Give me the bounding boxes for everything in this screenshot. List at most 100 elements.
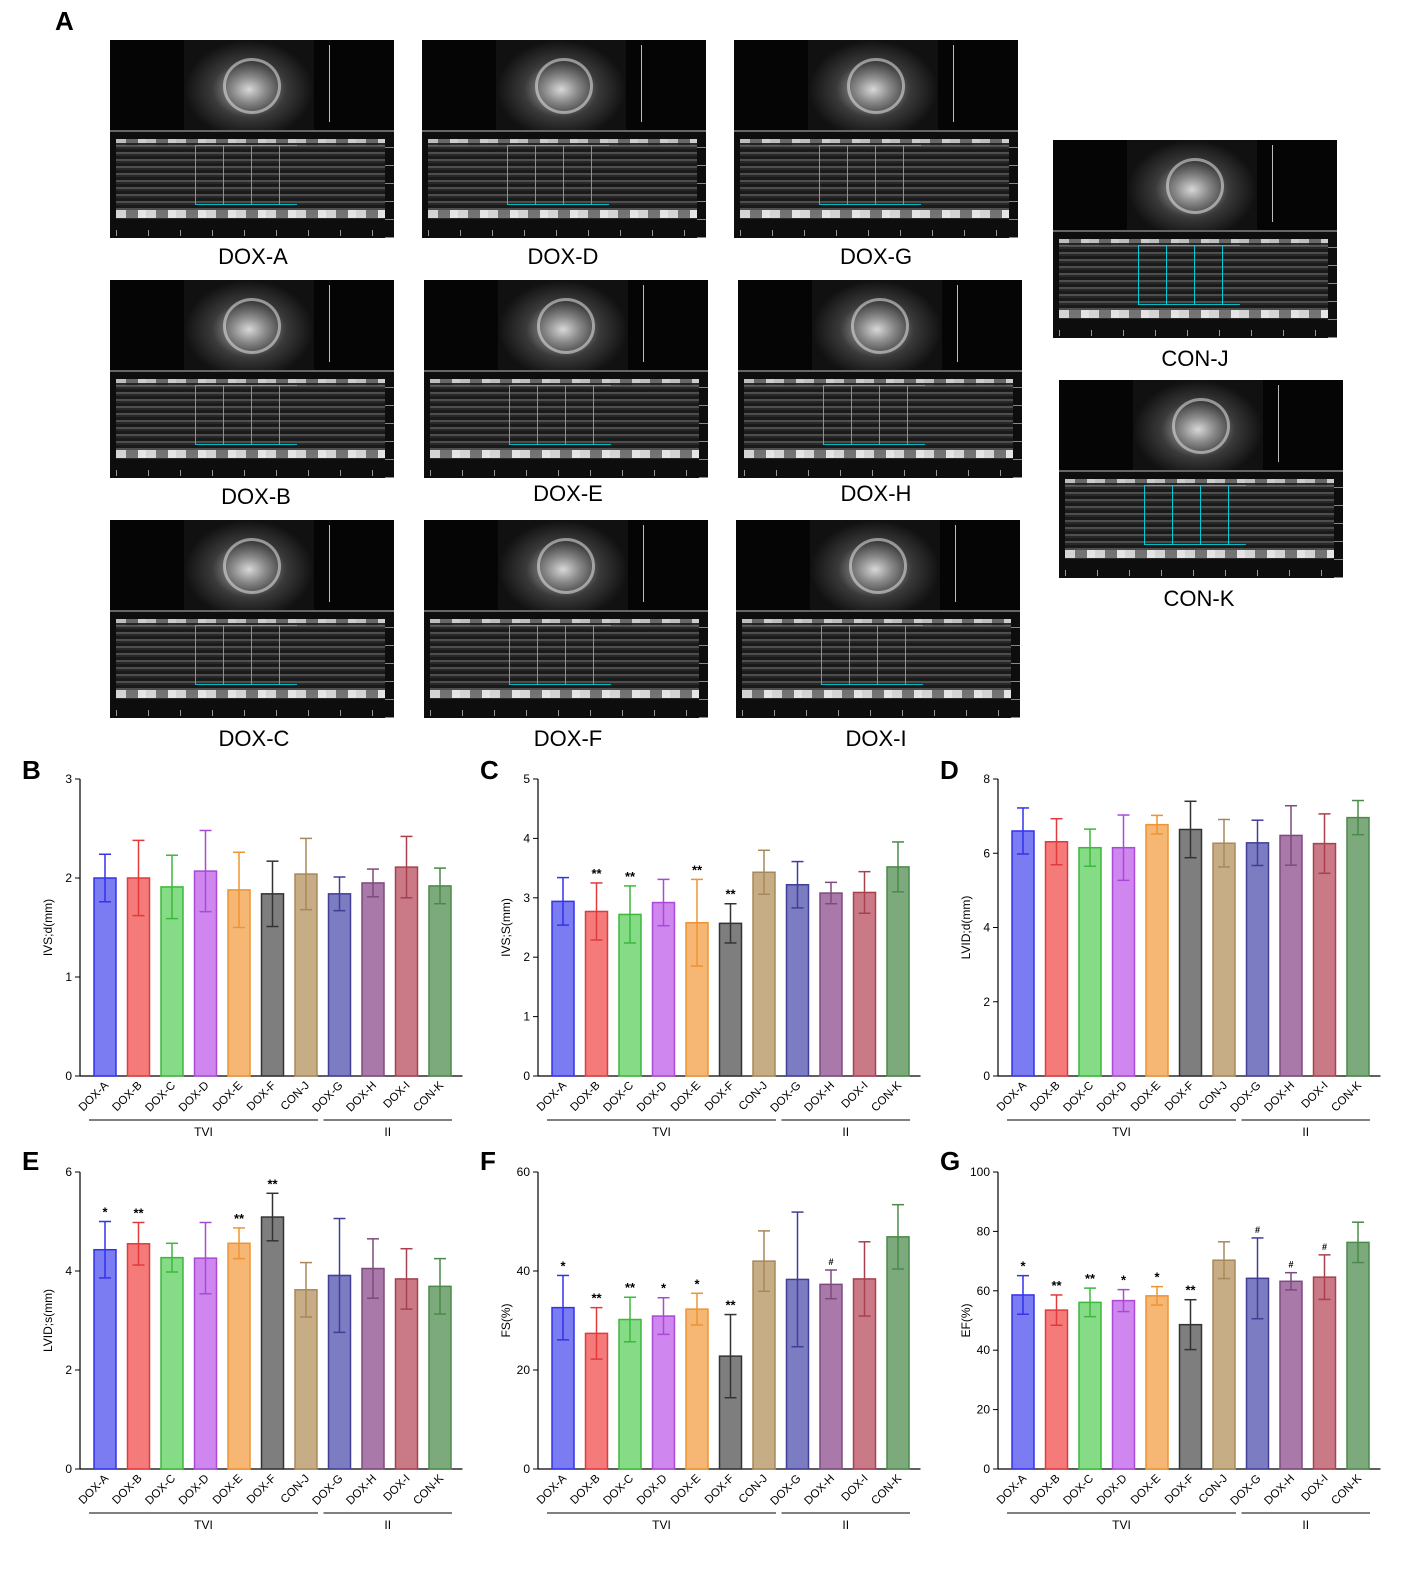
y-axis-label: EF(%): [959, 1304, 973, 1338]
echo-image-label: DOX-B: [221, 484, 291, 509]
y-axis-label: IVS;d(mm): [41, 899, 55, 956]
significance-marker: **: [725, 1298, 736, 1313]
echo-image: [422, 40, 706, 238]
significance-marker: **: [692, 862, 703, 877]
x-tick-label: DOX-D: [177, 1080, 212, 1115]
significance-marker: **: [1051, 1278, 1062, 1293]
y-tick-label: 0: [523, 1462, 530, 1476]
x-tick-label: DOX-A: [535, 1079, 569, 1113]
y-tick-label: 0: [65, 1069, 72, 1083]
bar: [260, 1216, 285, 1470]
x-tick-label: DOX-G: [1228, 1473, 1263, 1508]
bar: [551, 900, 575, 1077]
bar: [1111, 846, 1136, 1077]
bar: [1011, 830, 1035, 1077]
significance-marker: **: [725, 887, 736, 902]
bar: [651, 1315, 676, 1470]
x-tick-label: DOX-D: [635, 1473, 670, 1508]
significance-marker: *: [560, 1258, 566, 1273]
x-tick-label: DOX-G: [768, 1473, 803, 1508]
significance-marker: *: [1154, 1270, 1160, 1285]
echo-image-label: CON-K: [1163, 586, 1235, 611]
echo-image: [734, 40, 1018, 238]
y-axis-label: LVID;s(mm): [41, 1289, 55, 1352]
group-label: TVI: [1112, 1518, 1131, 1532]
bar: [785, 883, 810, 1077]
echo-image-label: DOX-E: [533, 481, 603, 506]
bar: [1044, 840, 1069, 1077]
y-tick-label: 4: [983, 921, 990, 935]
echo-image-label: DOX-I: [845, 726, 907, 751]
bar: [651, 901, 676, 1077]
x-tick-label: DOX-H: [1262, 1080, 1297, 1115]
x-tick-label: DOX-A: [77, 1472, 111, 1506]
panel-letter-b: B: [22, 755, 41, 785]
bar: [1346, 816, 1370, 1077]
significance-marker: **: [234, 1211, 245, 1226]
x-tick-label: DOX-G: [310, 1080, 345, 1115]
x-tick-label: DOX-C: [1061, 1080, 1096, 1115]
panel-letter-c: C: [480, 755, 499, 785]
x-tick-label: DOX-G: [1228, 1080, 1263, 1115]
y-tick-label: 80: [977, 1224, 991, 1238]
significance-marker: #: [828, 1257, 833, 1267]
echo-image-label: DOX-H: [840, 481, 912, 506]
echo-image-label: DOX-A: [218, 244, 288, 269]
x-tick-label: CON-J: [1197, 1080, 1230, 1113]
y-tick-label: 8: [983, 772, 990, 786]
y-axis-label: IVS;S(mm): [499, 898, 513, 957]
x-tick-label: DOX-H: [344, 1473, 379, 1508]
bar: [428, 885, 452, 1077]
x-tick-label: DOX-I: [1300, 1473, 1331, 1504]
panel-letter-f: F: [480, 1146, 496, 1176]
x-tick-label: DOX-A: [995, 1472, 1029, 1506]
x-tick-label: DOX-B: [1028, 1472, 1062, 1506]
x-tick-label: DOX-E: [669, 1079, 703, 1113]
bar: [93, 877, 117, 1077]
panel-letter-d: D: [940, 755, 959, 785]
significance-marker: **: [133, 1205, 144, 1220]
y-tick-label: 1: [65, 970, 72, 984]
bar: [819, 892, 843, 1077]
significance-marker: **: [267, 1176, 278, 1191]
significance-marker: #: [1255, 1225, 1260, 1235]
echo-image: [1053, 140, 1337, 338]
group-label: TVI: [194, 1518, 213, 1532]
x-tick-label: DOX-C: [601, 1473, 636, 1508]
x-tick-label: DOX-I: [382, 1473, 413, 1504]
x-tick-label: DOX-C: [1061, 1473, 1096, 1508]
y-tick-label: 0: [65, 1462, 72, 1476]
x-tick-label: CON-K: [869, 1472, 904, 1507]
panel-letter-e: E: [22, 1146, 40, 1176]
significance-marker: **: [591, 1291, 602, 1306]
significance-marker: **: [625, 869, 636, 884]
group-label: II: [842, 1125, 849, 1139]
x-tick-label: CON-K: [411, 1079, 446, 1114]
x-tick-label: DOX-G: [768, 1080, 803, 1115]
bar: [1312, 842, 1337, 1077]
y-tick-label: 4: [523, 831, 530, 845]
y-tick-label: 60: [517, 1165, 531, 1179]
significance-marker: *: [102, 1205, 108, 1220]
x-tick-label: DOX-D: [177, 1473, 212, 1508]
group-label: TVI: [652, 1518, 671, 1532]
y-tick-label: 2: [65, 871, 72, 885]
significance-marker: **: [625, 1280, 636, 1295]
x-tick-label: DOX-I: [382, 1080, 413, 1111]
y-tick-label: 0: [983, 1069, 990, 1083]
y-axis-label: LVID;d(mm): [959, 896, 973, 960]
group-label: II: [842, 1518, 849, 1532]
x-tick-label: DOX-B: [568, 1472, 602, 1506]
x-tick-label: CON-J: [279, 1473, 312, 1506]
bar: [819, 1283, 843, 1470]
x-tick-label: CON-K: [411, 1472, 446, 1507]
echo-image-label: CON-J: [1161, 346, 1229, 371]
y-tick-label: 6: [983, 846, 990, 860]
group-label: II: [384, 1125, 391, 1139]
x-tick-label: DOX-B: [568, 1079, 602, 1113]
bar: [1178, 828, 1203, 1077]
bar: [160, 1256, 184, 1470]
